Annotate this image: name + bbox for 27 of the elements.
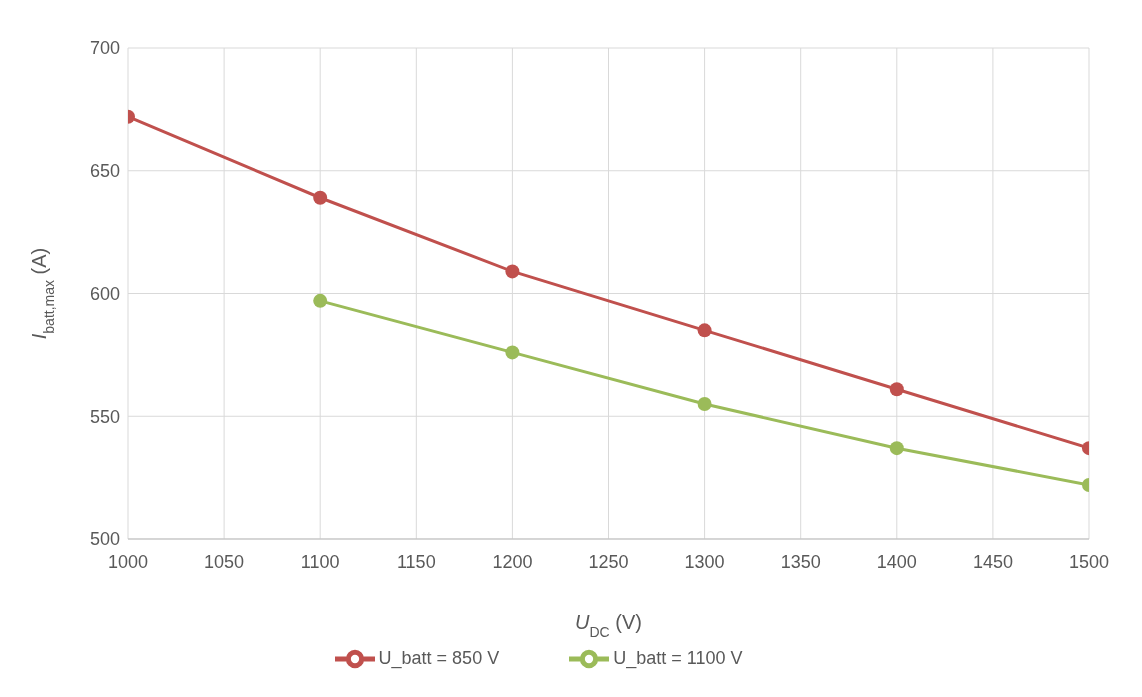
x-axis-title: U$_{DC}$ (V) xyxy=(575,611,642,640)
legend-label: U_batt = 1100 V xyxy=(613,647,743,668)
x-tick-label: 1450 xyxy=(972,551,1013,572)
y-tick-label: 700 xyxy=(89,38,120,59)
x-tick-label: 1050 xyxy=(204,551,245,572)
point xyxy=(889,441,904,456)
x-tick-label: 1100 xyxy=(300,551,340,572)
x-tick-label: 1350 xyxy=(780,551,821,572)
y-tick-label: 550 xyxy=(89,406,120,427)
y-tick-label: 650 xyxy=(89,161,120,182)
x-tick-label: 1300 xyxy=(684,551,725,572)
legend-label: U_batt = 850 V xyxy=(378,647,500,668)
y-tick-label: 600 xyxy=(89,283,120,304)
point xyxy=(313,293,328,308)
x-tick-label: 1400 xyxy=(876,551,917,572)
point xyxy=(313,190,328,205)
x-tick-label: 1250 xyxy=(588,551,629,572)
x-tick-label: 1000 xyxy=(107,551,149,572)
point xyxy=(505,345,520,360)
point xyxy=(889,382,904,397)
x-tick-label: 1200 xyxy=(492,551,533,572)
x-tick-label: 1500 xyxy=(1068,551,1110,572)
point xyxy=(697,396,712,411)
y-tick-label: 500 xyxy=(89,529,120,550)
point xyxy=(697,323,712,338)
point xyxy=(505,264,520,279)
x-tick-label: 1150 xyxy=(396,551,436,572)
